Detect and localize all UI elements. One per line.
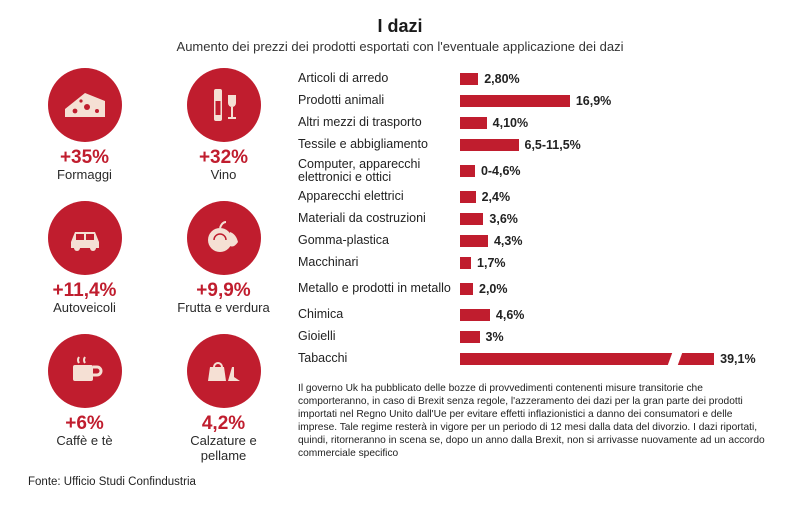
icon-item-frutta: +9,9% Frutta e verdura	[167, 201, 280, 320]
bar-value: 0-4,6%	[481, 164, 521, 178]
car-icon	[48, 201, 122, 275]
bar-label: Materiali da costruzioni	[298, 212, 460, 225]
bar-label: Tessile e abbigliamento	[298, 138, 460, 151]
icon-value: +11,4%	[53, 281, 117, 300]
page-title: I dazi	[28, 16, 772, 37]
icon-item-calzature: 4,2% Calzature e pellame	[167, 334, 280, 468]
bar-row: Altri mezzi di trasporto 4,10%	[298, 112, 772, 134]
bar-value: 39,1%	[720, 352, 755, 366]
bar-label: Articoli di arredo	[298, 72, 460, 85]
bar-row: Gomma-plastica 4,3%	[298, 230, 772, 252]
bar-label: Tabacchi	[298, 352, 460, 365]
bar-fill	[460, 191, 476, 203]
chart-panel: Articoli di arredo 2,80% Prodotti animali 1…	[298, 68, 772, 468]
bar-row: Prodotti animali 16,9%	[298, 90, 772, 112]
bar-fill	[460, 95, 570, 107]
icon-item-caffe: +6% Caffè e tè	[28, 334, 141, 468]
bar-fill	[460, 283, 473, 295]
icon-label: Frutta e verdura	[177, 301, 270, 316]
bar-track: 2,80%	[460, 72, 772, 86]
bar-track: 6,5-11,5%	[460, 138, 772, 152]
icon-label: Formaggi	[57, 168, 112, 183]
bar-track: 0-4,6%	[460, 164, 772, 178]
content-row: +35% Formaggi +32% Vino	[28, 68, 772, 468]
bar-label: Apparecchi elettrici	[298, 190, 460, 203]
bar-fill	[460, 235, 488, 247]
bar-track: 4,3%	[460, 234, 772, 248]
bar-fill	[460, 309, 490, 321]
bar-label: Metallo e prodotti in metallo	[298, 282, 460, 295]
icon-grid: +35% Formaggi +32% Vino	[28, 68, 280, 468]
bar-row: Tessile e abbigliamento 6,5-11,5%	[298, 134, 772, 156]
icon-value: +6%	[65, 414, 104, 433]
bar-label: Altri mezzi di trasporto	[298, 116, 460, 129]
bar-row: Computer, apparecchi elettronici e ottic…	[298, 156, 772, 186]
footnote-text: Il governo Uk ha pubblicato delle bozze …	[298, 382, 772, 460]
bar-row: Tabacchi 39,1%	[298, 348, 772, 370]
bar-value: 16,9%	[576, 94, 611, 108]
bar-fill	[460, 117, 487, 129]
bar-fill	[460, 213, 483, 225]
bar-track: 3,6%	[460, 212, 772, 226]
wine-icon	[187, 68, 261, 142]
coffee-icon	[48, 334, 122, 408]
bar-track: 2,0%	[460, 282, 772, 296]
bar-track: 4,6%	[460, 308, 772, 322]
bar-label: Gomma-plastica	[298, 234, 460, 247]
bar-value: 3%	[486, 330, 504, 344]
bar-value: 3,6%	[489, 212, 518, 226]
source-text: Fonte: Ufficio Studi Confindustria	[28, 476, 772, 488]
bar-fill	[460, 165, 475, 177]
bar-track: 2,4%	[460, 190, 772, 204]
bar-row: Articoli di arredo 2,80%	[298, 68, 772, 90]
bar-row: Apparecchi elettrici 2,4%	[298, 186, 772, 208]
bar-value: 2,80%	[484, 72, 519, 86]
icon-value: +9,9%	[196, 281, 250, 300]
bar-row: Chimica 4,6%	[298, 304, 772, 326]
cheese-icon	[48, 68, 122, 142]
bar-value: 4,10%	[493, 116, 528, 130]
bar-label: Macchinari	[298, 256, 460, 269]
icon-value: +32%	[199, 148, 248, 167]
bar-row: Materiali da costruzioni 3,6%	[298, 208, 772, 230]
bar-fill	[460, 139, 519, 151]
icon-label: Calzature e pellame	[167, 434, 280, 464]
icon-value: 4,2%	[202, 414, 245, 433]
bar-fill	[460, 331, 480, 343]
icon-item-formaggi: +35% Formaggi	[28, 68, 141, 187]
bar-value: 2,4%	[482, 190, 511, 204]
bar-row: Metallo e prodotti in metallo 2,0%	[298, 274, 772, 304]
bar-track: 16,9%	[460, 94, 772, 108]
infographic: I dazi Aumento dei prezzi dei prodotti e…	[0, 0, 800, 498]
bar-track: 1,7%	[460, 256, 772, 270]
bar-track: 39,1%	[460, 352, 772, 366]
bar-value: 4,3%	[494, 234, 523, 248]
icon-label: Caffè e tè	[56, 434, 112, 449]
bar-chart: Articoli di arredo 2,80% Prodotti animali 1…	[298, 68, 772, 370]
bar-track: 3%	[460, 330, 772, 344]
bar-fill	[460, 73, 478, 85]
bar-value: 6,5-11,5%	[525, 138, 581, 152]
icon-label: Autoveicoli	[53, 301, 116, 316]
icon-item-autoveicoli: +11,4% Autoveicoli	[28, 201, 141, 320]
bar-fill	[460, 257, 471, 269]
bar-track: 4,10%	[460, 116, 772, 130]
icon-value: +35%	[60, 148, 109, 167]
bar-row: Macchinari 1,7%	[298, 252, 772, 274]
bar-value: 4,6%	[496, 308, 525, 322]
bar-fill	[460, 353, 714, 365]
bar-label: Computer, apparecchi elettronici e ottic…	[298, 158, 460, 184]
bar-value: 1,7%	[477, 256, 506, 270]
bar-row: Gioielli 3%	[298, 326, 772, 348]
icon-label: Vino	[211, 168, 237, 183]
bar-label: Chimica	[298, 308, 460, 321]
bar-label: Prodotti animali	[298, 94, 460, 107]
icon-item-vino: +32% Vino	[167, 68, 280, 187]
fruit-icon	[187, 201, 261, 275]
shoe-bag-icon	[187, 334, 261, 408]
bar-value: 2,0%	[479, 282, 508, 296]
bar-label: Gioielli	[298, 330, 460, 343]
page-subtitle: Aumento dei prezzi dei prodotti esportat…	[28, 39, 772, 54]
